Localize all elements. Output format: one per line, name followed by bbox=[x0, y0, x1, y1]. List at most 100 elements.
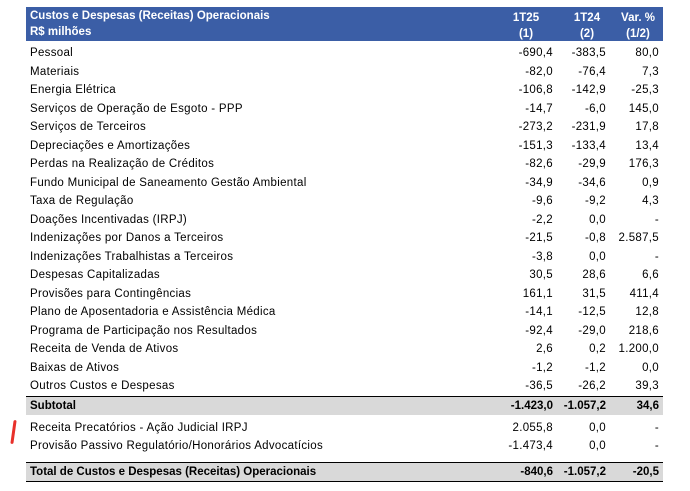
total-1t24: -1.057,2 bbox=[563, 465, 606, 478]
table-row: Provisão Passivo Regulatório/Honorários … bbox=[26, 437, 663, 456]
value-1t24: -1,2 bbox=[584, 361, 606, 374]
table-row: Depreciações e Amortizações -151,3 -133,4 1… bbox=[26, 137, 663, 156]
table-row: Serviços de Operação de Esgoto - PPP -14,… bbox=[26, 100, 663, 119]
table-row: Receita de Venda de Ativos 2,6 0,2 1.200,0 bbox=[26, 340, 663, 359]
value-1t25: -1.473,4 bbox=[508, 440, 553, 452]
table-row: Taxa de Regulação -9,6 -9,2 4,3 bbox=[26, 192, 663, 211]
value-1t24: -383,5 bbox=[571, 47, 606, 59]
value-1t25: -21,5 bbox=[525, 232, 553, 244]
row-label: Plano de Aposentadoria e Assistência Méd… bbox=[30, 306, 276, 318]
total-1t25: -840,6 bbox=[520, 465, 553, 478]
red-annotation-mark bbox=[10, 419, 17, 445]
value-var: 4,3 bbox=[642, 195, 659, 207]
value-1t24: -6,0 bbox=[584, 102, 606, 115]
value-1t24: -34,6 bbox=[578, 176, 606, 189]
row-label: Outros Custos e Despesas bbox=[30, 380, 175, 392]
value-var: 6,6 bbox=[642, 269, 659, 281]
row-label: Serviços de Terceiros bbox=[30, 121, 147, 133]
total-var: -20,5 bbox=[632, 465, 659, 478]
subtotal-label: Subtotal bbox=[30, 399, 76, 412]
value-1t24: -26,2 bbox=[578, 380, 606, 392]
value-1t24: -29,9 bbox=[578, 158, 606, 170]
value-var: - bbox=[654, 440, 659, 452]
table-row: Perdas na Realização de Créditos -82,6 -29… bbox=[26, 155, 663, 174]
table-row: Indenizações Trabalhistas a Terceiros -3,… bbox=[26, 248, 663, 267]
table-row: Provisões para Contingências 161,1 31,5 411… bbox=[26, 285, 663, 304]
row-label: Depreciações e Amortizações bbox=[30, 139, 191, 152]
value-var: - bbox=[654, 250, 659, 263]
row-label: Fundo Municipal de Saneamento Gestão Amb… bbox=[30, 176, 307, 189]
row-label: Perdas na Realização de Créditos bbox=[30, 158, 215, 170]
table-row: Doações Incentivadas (IRPJ) -2,2 0,0 - bbox=[26, 211, 663, 230]
total-label: Total de Custos e Despesas (Receitas) Op… bbox=[30, 465, 317, 478]
col-header-var: Var. % (1/2) bbox=[621, 12, 655, 40]
row-label: Despesas Capitalizadas bbox=[30, 269, 160, 281]
table-row: Fundo Municipal de Saneamento Gestão Amb… bbox=[26, 174, 663, 193]
row-label: Energia Elétrica bbox=[30, 84, 116, 96]
table-row: Indenizações por Danos a Terceiros -21,5 -… bbox=[26, 229, 663, 248]
value-1t24: 0,2 bbox=[589, 343, 606, 355]
value-var: 0,9 bbox=[642, 176, 659, 189]
table-title: Custos e Despesas (Receitas) Operacionai… bbox=[30, 10, 270, 22]
value-1t25: -14,7 bbox=[525, 102, 553, 115]
value-var: 39,3 bbox=[635, 380, 659, 392]
value-var: 7,3 bbox=[642, 65, 659, 78]
table-row: Plano de Aposentadoria e Assistência Méd… bbox=[26, 303, 663, 322]
row-label: Taxa de Regulação bbox=[30, 195, 134, 207]
value-var: 80,0 bbox=[635, 47, 659, 59]
table-unit: R$ milhões bbox=[30, 26, 92, 38]
value-1t24: -142,9 bbox=[571, 84, 606, 96]
value-1t25: -36,5 bbox=[525, 380, 553, 392]
value-1t25: -151,3 bbox=[518, 139, 553, 152]
value-1t24: -133,4 bbox=[571, 139, 606, 152]
table-row: Outros Custos e Despesas -36,5 -26,2 39,3 bbox=[26, 377, 663, 396]
row-label: Pessoal bbox=[30, 47, 74, 59]
value-var: - bbox=[654, 421, 659, 434]
table-row: Pessoal -690,4 -383,5 80,0 bbox=[26, 44, 663, 63]
value-1t24: 0,0 bbox=[589, 440, 606, 452]
value-1t24: 0,0 bbox=[589, 250, 606, 263]
row-label: Indenizações por Danos a Terceiros bbox=[30, 232, 224, 244]
row-label: Programa de Participação nos Resultados bbox=[30, 324, 258, 337]
value-1t24: 31,5 bbox=[582, 287, 606, 300]
row-label: Receita de Venda de Ativos bbox=[30, 343, 179, 355]
table-row: Baixas de Ativos -1,2 -1,2 0,0 bbox=[26, 359, 663, 378]
col-header-1t25: 1T25 (1) bbox=[512, 12, 540, 40]
table-header: Custos e Despesas (Receitas) Operacionai… bbox=[26, 7, 663, 41]
value-1t25: 2.055,8 bbox=[512, 421, 553, 434]
row-label: Provisões para Contingências bbox=[30, 287, 192, 300]
value-1t24: -231,9 bbox=[571, 121, 606, 133]
row-label: Provisão Passivo Regulatório/Honorários … bbox=[30, 440, 324, 452]
row-label: Receita Precatórios - Ação Judicial IRPJ bbox=[30, 421, 248, 434]
table-row: Programa de Participação nos Resultados -… bbox=[26, 322, 663, 341]
table-row: Receita Precatórios - Ação Judicial IRPJ… bbox=[26, 419, 663, 438]
col-header-1t24: 1T24 (2) bbox=[573, 12, 601, 40]
value-1t25: -82,0 bbox=[525, 65, 553, 78]
value-1t25: 30,5 bbox=[529, 269, 553, 281]
value-var: -25,3 bbox=[631, 84, 659, 96]
subtotal-1t24: -1.057,2 bbox=[563, 399, 606, 412]
value-1t25: -82,6 bbox=[525, 158, 553, 170]
value-var: 17,8 bbox=[635, 121, 659, 133]
value-1t24: 0,0 bbox=[589, 213, 606, 226]
value-var: 176,3 bbox=[628, 158, 659, 170]
operating-costs-table: Custos e Despesas (Receitas) Operacionai… bbox=[26, 7, 663, 482]
value-1t24: -0,8 bbox=[584, 232, 606, 244]
total-row: Total de Custos e Despesas (Receitas) Op… bbox=[26, 461, 663, 482]
value-var: 218,6 bbox=[628, 324, 659, 337]
table-row: Materiais -82,0 -76,4 7,3 bbox=[26, 63, 663, 82]
value-1t25: -273,2 bbox=[518, 121, 553, 133]
value-1t25: -34,9 bbox=[525, 176, 553, 189]
value-1t25: -106,8 bbox=[518, 84, 553, 96]
value-var: 1.200,0 bbox=[618, 343, 659, 355]
value-1t24: -12,5 bbox=[578, 306, 606, 318]
subtotal-var: 34,6 bbox=[636, 399, 659, 412]
subtotal-1t25: -1.423,0 bbox=[510, 399, 553, 412]
value-1t24: 0,0 bbox=[589, 421, 606, 434]
value-1t25: -3,8 bbox=[531, 250, 553, 263]
value-var: 411,4 bbox=[629, 287, 659, 300]
value-1t25: 2,6 bbox=[536, 343, 553, 355]
table-row: Energia Elétrica -106,8 -142,9 -25,3 bbox=[26, 81, 663, 100]
value-1t25: 161,1 bbox=[522, 287, 553, 300]
value-1t24: 28,6 bbox=[582, 269, 606, 281]
